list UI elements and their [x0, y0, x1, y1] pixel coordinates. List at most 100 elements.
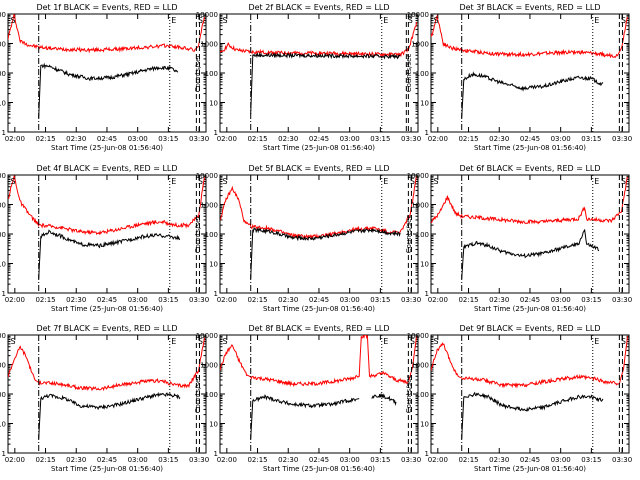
x-tick-label: 03:30	[401, 296, 421, 304]
x-tick-label: 02:15	[247, 296, 267, 304]
y-tick-label: 100	[205, 391, 218, 399]
plot-area	[220, 335, 418, 439]
lld-series-line	[8, 337, 206, 392]
x-tick-label: 02:30	[66, 296, 86, 304]
x-tick-label: 02:15	[35, 296, 55, 304]
chart-title: Det 3f BLACK = Events, RED = LLD	[459, 3, 600, 12]
x-tick-label: 02:45	[97, 296, 117, 304]
plot-frame	[7, 334, 207, 454]
end-marker-label: E	[594, 177, 599, 186]
start-marker-label: S	[410, 337, 415, 346]
end-marker-label: E	[383, 337, 388, 346]
chart-panel-2f: Det 2f BLACK = Events, RED = LLD 1 10 100 10…	[194, 3, 421, 152]
start-marker-label: S	[222, 337, 227, 346]
plot-area	[220, 21, 418, 115]
y-tick-label: 1	[214, 290, 218, 298]
x-tick-label: 02:00	[217, 296, 237, 304]
end-marker-label: E	[594, 337, 599, 346]
x-axis-label: Start Time (25-Jun-08 01:56:40)	[263, 305, 375, 313]
end-marker-label: E	[383, 16, 388, 25]
chart-title: Det 2f BLACK = Events, RED = LLD	[248, 3, 389, 12]
x-tick-label: 03:15	[370, 456, 390, 464]
x-tick-label: 03:30	[189, 135, 209, 143]
x-tick-label: 02:00	[217, 456, 237, 464]
x-tick-label: 02:15	[458, 296, 478, 304]
y-tick-label: 100	[416, 391, 429, 399]
start-marker-label: S	[433, 177, 438, 186]
x-tick-label: 02:30	[66, 456, 86, 464]
chart-panel-3f: Det 3f BLACK = Events, RED = LLD 1 10 100 10…	[405, 3, 632, 152]
x-tick-label: 02:30	[278, 296, 298, 304]
y-tick-label: 1	[2, 290, 6, 298]
x-tick-label: 03:30	[401, 135, 421, 143]
x-tick-label: 02:30	[489, 135, 509, 143]
x-axis-label: Start Time (25-Jun-08 01:56:40)	[51, 465, 163, 473]
y-tick-label: 1	[425, 129, 429, 137]
x-tick-label: 02:00	[428, 135, 448, 143]
x-tick-label: 03:15	[158, 456, 178, 464]
lld-series-line	[431, 176, 629, 225]
y-tick-label: 10000	[407, 172, 429, 180]
y-tick-label: 10000	[0, 332, 6, 340]
y-tick-label: 100	[0, 70, 6, 78]
lld-series-line	[431, 14, 629, 59]
y-tick-label: 1	[2, 129, 6, 137]
y-tick-label: 10	[0, 421, 6, 429]
y-tick-label: 100	[0, 391, 6, 399]
x-tick-label: 02:30	[489, 456, 509, 464]
x-tick-label: 03:15	[370, 135, 390, 143]
x-tick-label: 02:00	[428, 296, 448, 304]
events-series-line	[38, 62, 179, 118]
start-marker-label: S	[222, 16, 227, 25]
x-tick-label: 03:00	[340, 135, 360, 143]
plot-frame	[430, 334, 630, 454]
y-tick-label: 1000	[0, 362, 6, 370]
x-tick-label: 02:15	[247, 135, 267, 143]
chart-title: Det 5f BLACK = Events, RED = LLD	[248, 164, 389, 173]
y-tick-label: 100	[205, 231, 218, 239]
y-tick-label: 1000	[0, 41, 6, 49]
plot-frame	[7, 174, 207, 294]
y-tick-label: 10	[0, 100, 6, 108]
events-series-line	[38, 391, 181, 439]
chart-panel-5f: Det 5f BLACK = Events, RED = LLD 1 10 100 10…	[194, 164, 421, 313]
x-tick-label: 02:30	[278, 135, 298, 143]
x-tick-label: 03:15	[581, 296, 601, 304]
plot-frame	[219, 334, 419, 454]
y-tick-label: 10	[420, 421, 429, 429]
y-tick-label: 1000	[411, 362, 429, 370]
y-axis-label: Counts/sec	[405, 375, 413, 414]
y-axis-label: Counts/sec	[194, 54, 202, 93]
x-tick-label: 02:15	[247, 456, 267, 464]
start-marker-label: S	[410, 177, 415, 186]
y-tick-label: 10	[420, 261, 429, 269]
y-tick-label: 100	[416, 70, 429, 78]
x-axis-label: Start Time (25-Jun-08 01:56:40)	[263, 144, 375, 152]
end-marker-label: E	[383, 177, 388, 186]
x-tick-label: 02:45	[309, 296, 329, 304]
y-axis-label: Counts/sec	[405, 54, 413, 93]
events-series-line	[38, 229, 180, 279]
start-marker-label: S	[433, 337, 438, 346]
x-tick-label: 03:30	[612, 456, 632, 464]
x-tick-label: 03:00	[128, 456, 148, 464]
events-series-line	[371, 392, 397, 406]
x-tick-label: 03:30	[189, 296, 209, 304]
chart-title: Det 1f BLACK = Events, RED = LLD	[36, 3, 177, 12]
chart-panel-6f: Det 6f BLACK = Events, RED = LLD 1 10 100 10…	[405, 164, 632, 313]
y-tick-label: 100	[0, 231, 6, 239]
chart-title: Det 9f BLACK = Events, RED = LLD	[459, 324, 600, 333]
end-marker-label: E	[171, 337, 176, 346]
plot-area	[8, 175, 206, 279]
x-tick-label: 02:15	[35, 135, 55, 143]
y-tick-label: 1	[425, 450, 429, 458]
chart-panel-1f: Det 1f BLACK = Events, RED = LLD 1 10 100 10…	[0, 3, 209, 152]
y-tick-label: 1	[214, 450, 218, 458]
events-series-line	[461, 391, 604, 439]
x-tick-label: 02:45	[97, 456, 117, 464]
y-tick-label: 1000	[411, 41, 429, 49]
y-axis-label: Counts/sec	[194, 215, 202, 254]
plot-frame	[430, 174, 630, 294]
start-marker-label: S	[10, 177, 15, 186]
